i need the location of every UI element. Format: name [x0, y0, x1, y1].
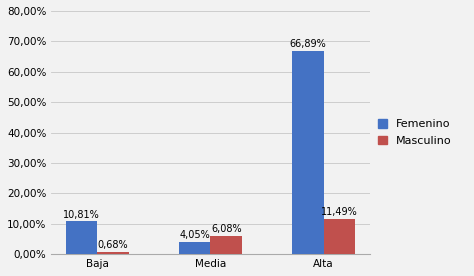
Text: 66,89%: 66,89% — [289, 39, 326, 49]
Text: 4,05%: 4,05% — [179, 230, 210, 240]
Text: 10,81%: 10,81% — [63, 209, 100, 219]
Bar — [66, 221, 97, 254]
Bar — [324, 219, 355, 254]
Bar — [210, 236, 242, 254]
Text: 6,08%: 6,08% — [211, 224, 242, 234]
Text: 0,68%: 0,68% — [98, 240, 128, 250]
Text: 11,49%: 11,49% — [321, 208, 358, 217]
Bar — [97, 252, 129, 254]
Bar — [179, 242, 210, 254]
Bar — [292, 51, 324, 254]
Legend: Femenino, Masculino: Femenino, Masculino — [378, 119, 452, 146]
